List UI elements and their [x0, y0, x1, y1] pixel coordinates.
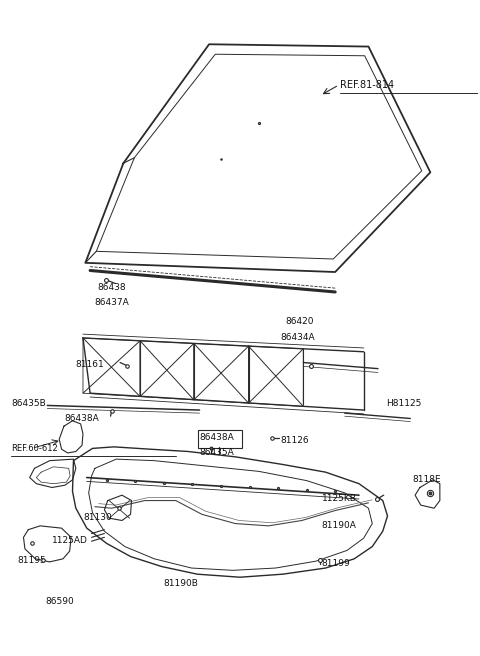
Text: REF.60-612: REF.60-612 — [11, 444, 58, 453]
Text: H81125: H81125 — [386, 399, 422, 407]
Text: REF.81-814: REF.81-814 — [340, 80, 394, 90]
Text: 81161: 81161 — [76, 360, 105, 369]
Text: 81190B: 81190B — [164, 579, 199, 588]
Text: 81199: 81199 — [322, 559, 350, 568]
Text: 86437A: 86437A — [95, 298, 130, 307]
Text: 81126: 81126 — [280, 436, 309, 445]
Text: 86590: 86590 — [46, 597, 74, 606]
Text: 8118E: 8118E — [412, 474, 441, 483]
Text: 86438A: 86438A — [64, 414, 99, 423]
FancyBboxPatch shape — [198, 430, 242, 449]
Text: 86438A: 86438A — [200, 433, 234, 442]
Text: 81130: 81130 — [83, 513, 112, 522]
Text: 81190A: 81190A — [322, 521, 357, 529]
Text: 1125KB: 1125KB — [322, 494, 357, 502]
Text: 86435B: 86435B — [12, 399, 47, 407]
Text: 86435A: 86435A — [200, 449, 234, 457]
Text: 86420: 86420 — [285, 318, 314, 327]
Text: 86438: 86438 — [97, 283, 126, 292]
Text: 86434A: 86434A — [280, 333, 315, 342]
Text: 81195: 81195 — [17, 556, 46, 565]
Text: 1125AD: 1125AD — [52, 536, 88, 545]
